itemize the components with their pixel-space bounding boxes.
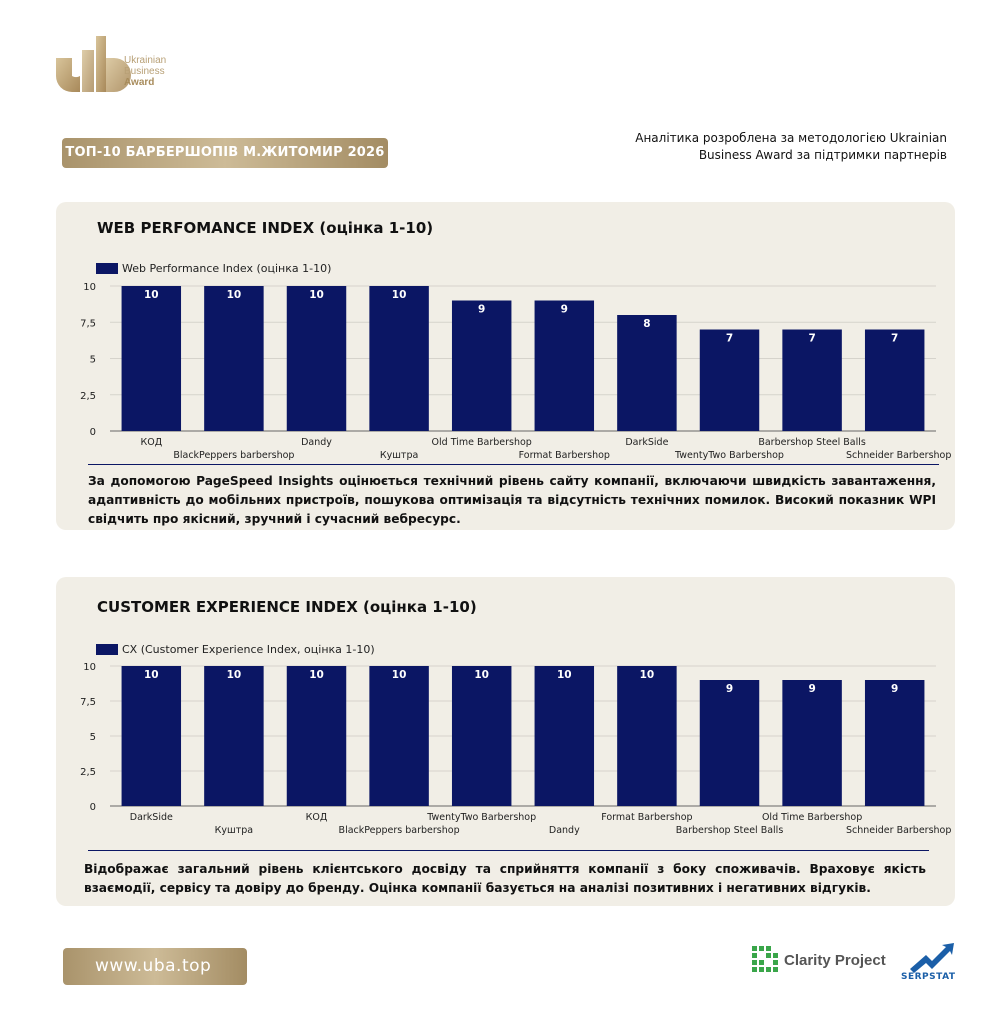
x-tick-label: Куштра bbox=[215, 825, 253, 836]
customer-experience-chart: 0 2,5 5 7,5 10 10 DarkSide 10 Куштра 10 КОД 10 Black… bbox=[80, 662, 951, 836]
x-tick-label: Barbershop Steel Balls bbox=[676, 825, 784, 836]
data-label: 9 bbox=[478, 304, 485, 316]
y-tick-label: 2,5 bbox=[80, 391, 96, 402]
data-label: 7 bbox=[891, 333, 898, 345]
serpstat-icon bbox=[910, 943, 954, 973]
bar bbox=[617, 315, 677, 431]
separator bbox=[88, 850, 929, 851]
x-tick-label: Schneider Barbershop bbox=[846, 450, 951, 461]
web-performance-panel: WEB PERFOMANCE INDEX (оцінка 1-10) Web P… bbox=[56, 202, 955, 530]
data-label: 10 bbox=[309, 289, 324, 301]
customer-experience-panel: CUSTOMER EXPERIENCE INDEX (оцінка 1-10) … bbox=[56, 577, 955, 906]
legend-swatch bbox=[96, 263, 118, 274]
y-tick-label: 10 bbox=[83, 662, 96, 673]
clarity-project-label: Clarity Project bbox=[784, 951, 886, 969]
data-label: 9 bbox=[891, 683, 898, 695]
bar bbox=[699, 329, 760, 431]
bar bbox=[286, 286, 347, 431]
bar bbox=[204, 286, 264, 431]
x-tick-label: Куштра bbox=[380, 450, 418, 461]
x-tick-label: Old Time Barbershop bbox=[762, 812, 862, 823]
data-label: 10 bbox=[227, 289, 242, 301]
x-tick-label: Schneider Barbershop bbox=[846, 825, 951, 836]
data-label: 10 bbox=[640, 669, 655, 681]
x-tick-label: DarkSide bbox=[625, 437, 668, 448]
customer-experience-legend: CX (Customer Experience Index, оцінка 1-… bbox=[96, 643, 375, 656]
legend-label: CX (Customer Experience Index, оцінка 1-… bbox=[122, 643, 375, 656]
y-tick-label: 7,5 bbox=[80, 697, 96, 708]
bar bbox=[864, 329, 925, 431]
bar bbox=[782, 329, 842, 431]
data-label: 9 bbox=[561, 304, 568, 316]
web-performance-chart: 0 2,5 5 7,5 10 10 КОД 10 BlackPeppers barbershop… bbox=[80, 282, 951, 461]
data-label: 10 bbox=[144, 289, 159, 301]
methodology-note: Аналітика розроблена за методологією Ukr… bbox=[635, 131, 947, 162]
web-performance-title: WEB PERFOMANCE INDEX (оцінка 1-10) bbox=[97, 219, 434, 237]
data-label: 9 bbox=[726, 683, 733, 695]
y-tick-label: 10 bbox=[83, 282, 96, 293]
customer-experience-description: Відображає загальний рівень клієнтського… bbox=[84, 862, 926, 895]
x-tick-label: Dandy bbox=[301, 437, 332, 448]
web-performance-legend: Web Performance Index (оцінка 1-10) bbox=[96, 262, 331, 275]
serpstat-label: SERPSTAT bbox=[901, 972, 956, 982]
data-label: 10 bbox=[557, 669, 572, 681]
legend-label: Web Performance Index (оцінка 1-10) bbox=[122, 262, 332, 275]
x-tick-label: Format Barbershop bbox=[601, 812, 692, 823]
x-tick-label: BlackPeppers barbershop bbox=[173, 450, 294, 461]
bar bbox=[369, 286, 429, 431]
x-tick-label: TwentyTwo Barbershop bbox=[426, 812, 536, 823]
data-label: 7 bbox=[726, 333, 733, 345]
y-tick-label: 0 bbox=[90, 427, 96, 438]
x-tick-label: Barbershop Steel Balls bbox=[758, 437, 866, 448]
data-label: 8 bbox=[643, 318, 650, 330]
page-title: ТОП-10 БАРБЕРШОПІВ М.ЖИТОМИР 2026 bbox=[62, 138, 388, 168]
clarity-project-icon bbox=[752, 946, 778, 972]
data-label: 7 bbox=[808, 333, 815, 345]
x-tick-label: Dandy bbox=[549, 825, 580, 836]
bar bbox=[369, 666, 429, 806]
ukrainian-business-award-logo bbox=[56, 36, 131, 92]
bar bbox=[451, 666, 512, 806]
bar bbox=[617, 666, 677, 806]
data-label: 9 bbox=[808, 683, 815, 695]
web-performance-description: За допомогою PageSpeed Insights оцінюєть… bbox=[88, 474, 936, 526]
logo-text: Ukrainian Business Award bbox=[124, 55, 167, 88]
bar bbox=[451, 300, 512, 431]
bar bbox=[204, 666, 264, 806]
x-tick-label: Old Time Barbershop bbox=[432, 437, 532, 448]
x-tick-label: КОД bbox=[140, 437, 162, 448]
customer-experience-title: CUSTOMER EXPERIENCE INDEX (оцінка 1-10) bbox=[97, 598, 477, 616]
bar bbox=[534, 666, 595, 806]
x-tick-label: Format Barbershop bbox=[519, 450, 610, 461]
data-label: 10 bbox=[392, 669, 407, 681]
x-tick-label: BlackPeppers barbershop bbox=[339, 825, 460, 836]
data-label: 10 bbox=[392, 289, 407, 301]
x-tick-label: TwentyTwo Barbershop bbox=[674, 450, 784, 461]
data-label: 10 bbox=[144, 669, 159, 681]
bar bbox=[121, 666, 182, 806]
bar bbox=[864, 680, 925, 806]
data-label: 10 bbox=[474, 669, 489, 681]
x-tick-label: DarkSide bbox=[130, 812, 173, 823]
legend-swatch bbox=[96, 644, 118, 655]
bar bbox=[782, 680, 842, 806]
bar bbox=[121, 286, 182, 431]
separator bbox=[88, 464, 939, 465]
clarity-project-logo: Clarity Project bbox=[752, 946, 886, 974]
bar bbox=[286, 666, 347, 806]
bar bbox=[534, 300, 595, 431]
x-tick-label: КОД bbox=[306, 812, 328, 823]
data-label: 10 bbox=[227, 669, 242, 681]
y-tick-label: 2,5 bbox=[80, 767, 96, 778]
y-tick-label: 7,5 bbox=[80, 318, 96, 329]
y-tick-label: 0 bbox=[90, 802, 96, 813]
data-label: 10 bbox=[309, 669, 324, 681]
y-tick-label: 5 bbox=[90, 732, 96, 743]
y-tick-label: 5 bbox=[90, 355, 96, 366]
website-link[interactable]: www.uba.top bbox=[63, 948, 247, 985]
bar bbox=[699, 680, 760, 806]
